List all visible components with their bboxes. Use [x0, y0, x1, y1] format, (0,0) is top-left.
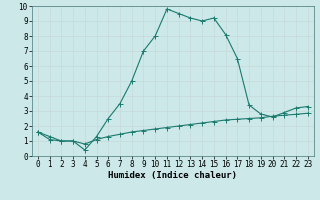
X-axis label: Humidex (Indice chaleur): Humidex (Indice chaleur) [108, 171, 237, 180]
